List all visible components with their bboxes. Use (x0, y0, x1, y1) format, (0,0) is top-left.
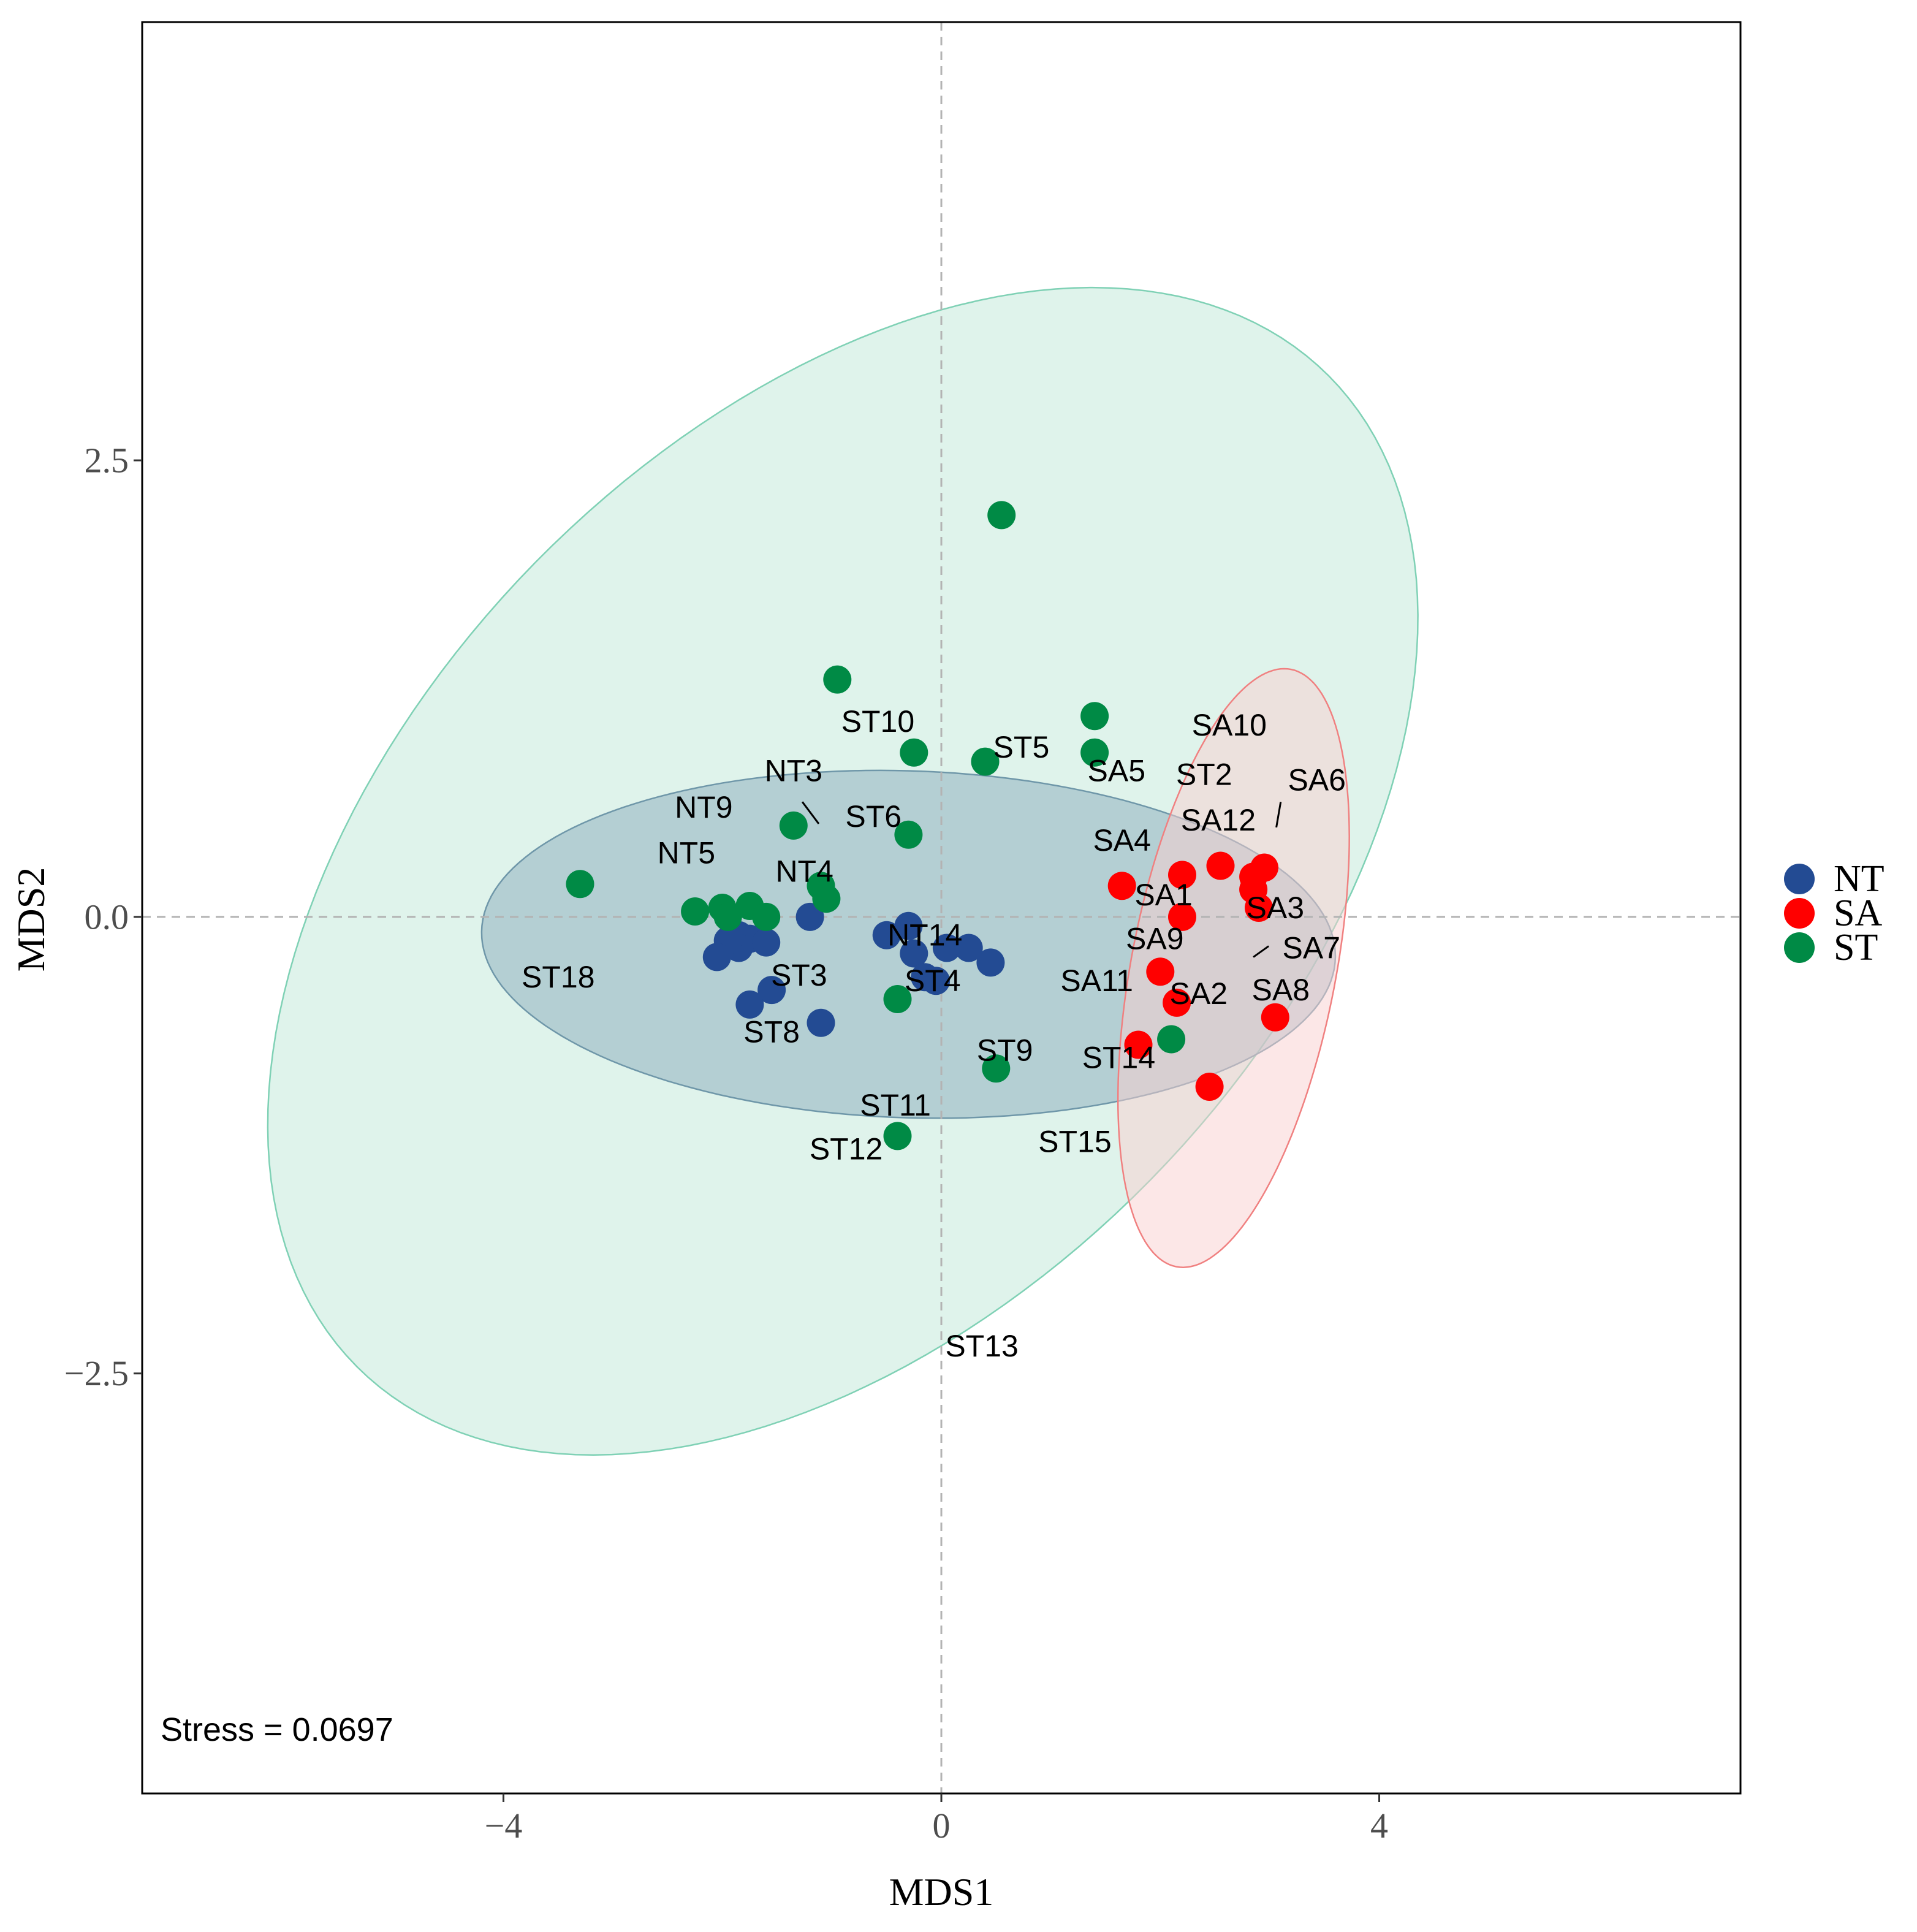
point-st (982, 1054, 1011, 1083)
point-nt (976, 948, 1005, 977)
point-st (752, 902, 781, 931)
point-st (883, 1122, 912, 1150)
point-label-sa3: SA3 (1247, 891, 1305, 925)
point-label-st8: ST8 (743, 1015, 800, 1049)
point-label-st4: ST4 (905, 964, 961, 998)
stress-annotation: Stress = 0.0697 (161, 1711, 393, 1748)
point-st (987, 501, 1016, 530)
point-nt (807, 1008, 835, 1037)
point-label-st15: ST15 (1038, 1124, 1112, 1158)
label-leader-line (1253, 945, 1269, 958)
point-nt (735, 990, 764, 1019)
point-label-st11: ST11 (860, 1088, 931, 1122)
point-label-nt3: NT3 (765, 754, 822, 788)
point-sa (1107, 872, 1136, 900)
legend-label-st: ST (1834, 927, 1878, 968)
point-sa (1124, 1030, 1153, 1059)
point-label-sa11: SA11 (1060, 964, 1133, 998)
legend-key-st (1784, 932, 1815, 963)
point-label-nt5: NT5 (658, 836, 715, 870)
legend-label-sa: SA (1834, 892, 1882, 934)
point-sa (1261, 1003, 1289, 1032)
point-nt (932, 934, 961, 962)
point-label-st12: ST12 (810, 1131, 883, 1166)
point-st (900, 738, 928, 767)
point-label-nt4: NT4 (775, 854, 833, 888)
x-tick-label: 4 (1370, 1806, 1388, 1846)
point-label-st3: ST3 (771, 958, 827, 992)
legend-key-sa (1784, 898, 1815, 929)
point-label-st18: ST18 (522, 960, 595, 994)
point-label-sa8: SA8 (1252, 973, 1310, 1007)
point-st (713, 902, 742, 931)
point-label-nt14: NT14 (887, 918, 962, 953)
point-sa (1195, 1073, 1224, 1101)
point-label-sa7: SA7 (1283, 931, 1341, 965)
point-label-st13: ST13 (945, 1329, 1019, 1363)
point-st (681, 897, 710, 926)
point-sa (1146, 957, 1175, 986)
point-label-sa9: SA9 (1126, 922, 1184, 956)
point-label-sa12: SA12 (1181, 803, 1256, 837)
point-sa (1168, 861, 1196, 889)
point-st (779, 811, 808, 840)
point-label-sa1: SA1 (1134, 878, 1193, 912)
point-sa (1245, 894, 1273, 922)
y-tick-label: 0.0 (85, 897, 129, 937)
point-st (894, 820, 923, 849)
confidence-ellipses (267, 286, 1419, 1456)
point-nt (900, 939, 928, 968)
legend-label-nt: NT (1834, 858, 1885, 900)
point-label-sa6: SA6 (1288, 763, 1346, 797)
point-nt (894, 911, 923, 940)
x-tick-label: 0 (933, 1806, 951, 1846)
y-tick-label: −2.5 (64, 1353, 129, 1393)
point-label-sa5: SA5 (1088, 754, 1146, 788)
label-leader-line (801, 801, 820, 824)
point-st (1080, 702, 1109, 731)
point-sa (1163, 988, 1191, 1017)
point-label-st10: ST10 (841, 704, 915, 739)
point-st (812, 884, 841, 913)
point-label-st14: ST14 (1082, 1040, 1156, 1074)
point-st (1080, 738, 1109, 767)
x-axis-title: MDS1 (889, 1870, 994, 1914)
point-nt (702, 943, 731, 972)
point-nt (757, 976, 786, 1005)
axis-ticks: −4 0 4 −2.5 0.0 2.5 (64, 441, 1388, 1846)
point-label-st6: ST6 (845, 799, 902, 834)
y-tick-label: 2.5 (85, 441, 129, 481)
point-nt (922, 967, 951, 995)
point-st (823, 665, 852, 694)
y-axis-title: MDS2 (9, 867, 53, 972)
point-nt (752, 928, 781, 957)
point-sa (1206, 851, 1235, 880)
point-nt (872, 921, 901, 949)
point-st (1157, 1025, 1186, 1054)
point-label-nt9: NT9 (675, 790, 732, 824)
point-st (971, 747, 1000, 776)
point-label-st5: ST5 (993, 730, 1050, 764)
point-sa (1168, 902, 1196, 931)
data-points (566, 501, 1289, 1150)
point-label-st2: ST2 (1176, 758, 1232, 792)
point-st (883, 985, 912, 1013)
ellipse-sa (1117, 667, 1350, 1268)
point-nt (795, 902, 824, 931)
point-label-sa2: SA2 (1170, 976, 1228, 1011)
point-label-st9: ST9 (977, 1033, 1033, 1067)
point-nt (954, 934, 983, 962)
point-sa (1250, 853, 1278, 882)
point-labels: ST10 ST5 SA10 NT3 SA5 ST2 SA6 NT9 ST6 SA12 NT5 SA4 N… (522, 704, 1346, 1363)
x-tick-label: −4 (485, 1806, 523, 1846)
point-st (566, 870, 594, 899)
point-label-sa4: SA4 (1093, 823, 1151, 858)
reference-lines (142, 22, 1740, 1793)
label-leader-lines (801, 801, 1282, 958)
label-leader-line (1275, 801, 1282, 828)
legend-key-nt (1784, 864, 1815, 894)
point-label-sa10: SA10 (1192, 708, 1267, 742)
